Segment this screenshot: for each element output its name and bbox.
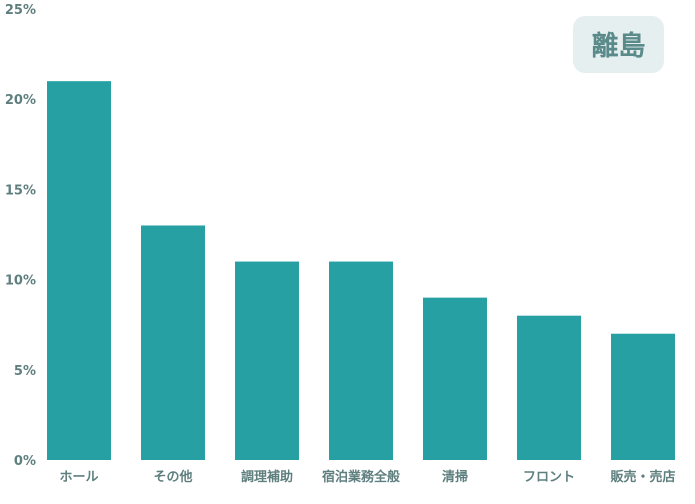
x-tick-label: フロント — [523, 470, 575, 485]
y-tick-label: 25% — [5, 3, 36, 18]
bar-4 — [423, 297, 487, 460]
x-tick-label: ホール — [59, 470, 98, 485]
bar-5 — [517, 315, 581, 460]
bar-3 — [329, 261, 393, 460]
bars — [47, 81, 675, 460]
x-tick-label: 清掃 — [442, 469, 468, 485]
x-tick-label: 宿泊業務全般 — [322, 469, 400, 485]
y-tick-label: 20% — [5, 93, 36, 108]
y-tick-label: 10% — [5, 274, 36, 289]
y-tick-label: 5% — [14, 364, 36, 379]
x-tick-label: その他 — [153, 469, 192, 485]
bar-1 — [141, 225, 205, 460]
bar-2 — [235, 261, 299, 460]
x-tick-label: 調理補助 — [241, 469, 293, 485]
x-tick-label: 販売・売店 — [610, 469, 675, 485]
y-tick-label: 15% — [5, 183, 36, 198]
bar-6 — [611, 333, 675, 460]
badge-label: 離島 — [592, 30, 646, 62]
y-tick-label: 0% — [14, 454, 36, 469]
region-badge: 離島 — [573, 16, 664, 73]
x-axis: ホール その他 調理補助 宿泊業務全般 清掃 フロント 販売・売店 — [59, 469, 675, 485]
y-axis: 0% 5% 10% 15% 20% 25% — [5, 3, 36, 469]
bar-0 — [47, 81, 111, 460]
